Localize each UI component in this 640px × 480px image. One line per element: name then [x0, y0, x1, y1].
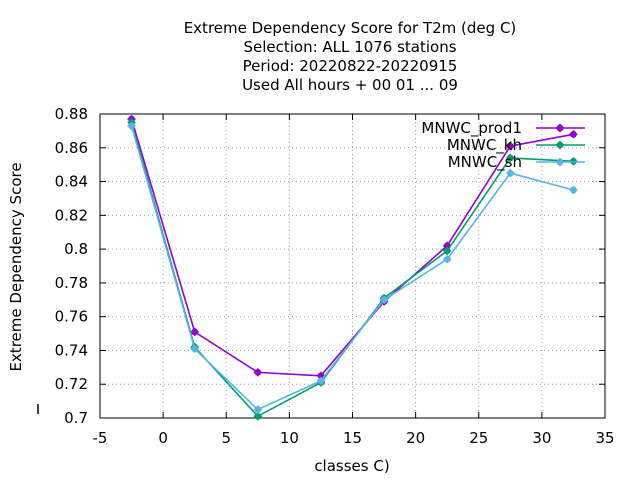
- data-point: [316, 376, 325, 385]
- series-group: [127, 115, 578, 421]
- data-point: [253, 405, 262, 414]
- series-line: [130, 125, 574, 411]
- x-tick-label: 0: [158, 429, 168, 447]
- data-point: [506, 153, 515, 162]
- x-tick-label: 30: [532, 429, 551, 447]
- y-tick-label: 0.74: [55, 341, 88, 359]
- data-point: [190, 344, 199, 353]
- legend-label: MNWC_prod1: [421, 119, 522, 138]
- data-point: [253, 412, 262, 421]
- data-point: [380, 295, 389, 304]
- data-point: [569, 186, 578, 194]
- y-tick-label: 0.86: [55, 139, 88, 157]
- data-point: [556, 158, 564, 166]
- y-tick-label: 0.88: [55, 105, 88, 123]
- series-line: [130, 118, 574, 377]
- y-tick-label: 0.76: [55, 308, 88, 326]
- x-tick-label: -5: [93, 429, 108, 447]
- x-tick-label: 15: [343, 429, 362, 447]
- x-tick-label: 5: [221, 429, 231, 447]
- y-tick-label: 0.8: [64, 240, 88, 258]
- y-tick-label: 0.78: [55, 274, 88, 292]
- data-point: [506, 142, 515, 151]
- y-tick-label: 0.72: [55, 375, 88, 393]
- data-point: [556, 124, 564, 132]
- title-line: Used All hours + 00 01 ... 09: [242, 76, 458, 94]
- legend-label: MNWC_kh: [447, 136, 522, 155]
- y-tick-label: 0.7: [64, 409, 88, 427]
- y-tick-label: 0.82: [55, 206, 88, 224]
- data-point: [506, 169, 515, 178]
- title-line: Selection: ALL 1076 stations: [243, 38, 456, 56]
- grid-lines: [100, 114, 605, 418]
- data-point: [569, 130, 578, 139]
- legend-label: MNWC_sh: [448, 153, 522, 172]
- title-line: Extreme Dependency Score for T2m (deg C): [184, 19, 517, 37]
- data-point: [190, 327, 199, 336]
- title-line: Period: 20220822-20220915: [243, 57, 458, 75]
- y-tick-label: 0.84: [55, 173, 88, 191]
- series-3: [127, 121, 578, 414]
- y-axis-label: Extreme Dependency Score: [7, 162, 25, 371]
- data-point: [443, 246, 452, 255]
- chart-title: Extreme Dependency Score for T2m (deg C)…: [184, 19, 517, 94]
- x-axis-label: classes C): [314, 457, 389, 475]
- x-tick-label: 35: [595, 429, 614, 447]
- data-point: [443, 255, 452, 264]
- x-tick-label: 10: [280, 429, 299, 447]
- data-point: [253, 368, 262, 377]
- x-tick-label: 20: [406, 429, 425, 447]
- x-tick-label: 25: [469, 429, 488, 447]
- data-point: [556, 141, 564, 149]
- axis-ticks: -5 0 5 10 15 20 25 30 35 0.7 0.72 0.74 0.76 0.78 0.8 0.…: [37, 105, 615, 447]
- data-point: [127, 121, 136, 130]
